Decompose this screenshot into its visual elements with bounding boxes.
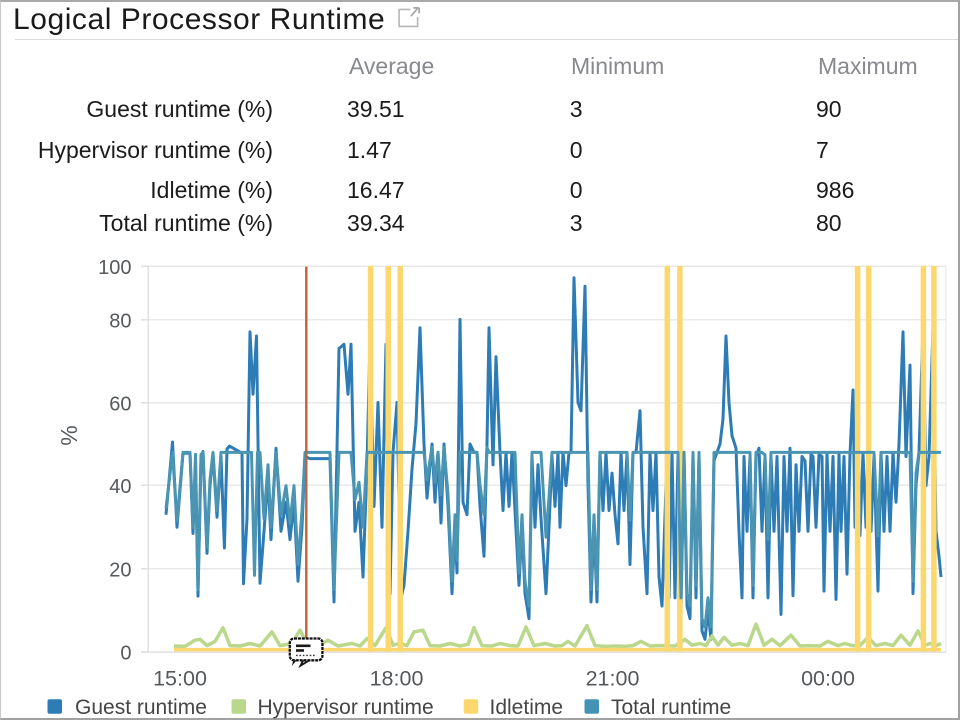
svg-text:Total runtime: Total runtime bbox=[611, 696, 731, 719]
svg-text:15:00: 15:00 bbox=[153, 667, 207, 691]
svg-text:00:00: 00:00 bbox=[801, 667, 855, 691]
svg-text:100: 100 bbox=[98, 257, 131, 279]
svg-text:Guest runtime: Guest runtime bbox=[75, 696, 207, 719]
svg-text:21:00: 21:00 bbox=[586, 667, 640, 691]
svg-text:Hypervisor runtime: Hypervisor runtime bbox=[258, 696, 434, 719]
svg-text:40: 40 bbox=[109, 476, 131, 498]
svg-text:0: 0 bbox=[120, 643, 131, 665]
svg-text:80: 80 bbox=[109, 311, 131, 333]
svg-text:20: 20 bbox=[109, 560, 131, 582]
svg-text:60: 60 bbox=[109, 394, 131, 416]
svg-text:%: % bbox=[56, 425, 82, 445]
svg-text:18:00: 18:00 bbox=[370, 667, 424, 691]
svg-text:Idletime: Idletime bbox=[490, 696, 564, 719]
